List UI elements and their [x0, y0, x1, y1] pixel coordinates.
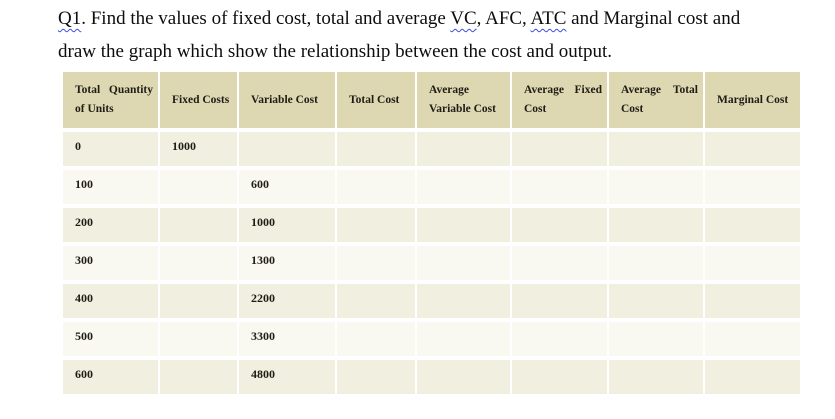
cell-total-cost-row-300 [337, 246, 415, 280]
cell-average-variable-cost-row-200 [417, 208, 510, 242]
cell-fixed-costs-row-100 [160, 170, 237, 204]
column-header-total-quantity-of-units: Total Quantity of Units [63, 72, 158, 128]
column-header-variable-cost: Variable Cost [239, 72, 335, 128]
cell-average-variable-cost-row-100 [417, 170, 510, 204]
column-header-average-total-cost: Average Total Cost [609, 72, 703, 128]
cell-total-cost-row-200 [337, 208, 415, 242]
header-row: Total Quantity of Units Fixed Costs Variabl… [63, 72, 800, 128]
column-header-fixed-costs: Fixed Costs [160, 72, 237, 128]
cost-table: Total Quantity of Units Fixed Costs Variabl… [61, 68, 802, 398]
cell-fixed-costs-row-0: 1000 [160, 132, 237, 166]
cell-variable-cost-row-400: 2200 [239, 284, 335, 318]
cell-average-total-cost-row-300 [609, 246, 703, 280]
cell-average-fixed-cost-row-100 [512, 170, 607, 204]
question-text-part: draw the graph which show the relationsh… [58, 41, 613, 62]
column-header-total-cost: Total Cost [337, 72, 415, 128]
table-row-0: 0 1000 [63, 132, 800, 166]
cell-marginal-cost-row-100 [705, 170, 800, 204]
spellcheck-squiggle-text: Q1 [58, 8, 82, 29]
question-text-part: . Find the values of fixed cost, total a… [81, 8, 451, 29]
cell-fixed-costs-row-200 [160, 208, 237, 242]
cell-total-cost-row-600 [337, 360, 415, 394]
question-text-part: , AFC, [476, 8, 531, 29]
table-row-500: 500 3300 [63, 322, 800, 356]
cell-fixed-costs-row-600 [160, 360, 237, 394]
cell-total-quantity-of-units-row-300: 300 [63, 246, 158, 280]
cell-average-fixed-cost-row-600 [512, 360, 607, 394]
table-row-600: 600 4800 [63, 360, 800, 394]
cell-average-fixed-cost-row-300 [512, 246, 607, 280]
table-row-400: 400 2200 [63, 284, 800, 318]
cell-total-cost-row-100 [337, 170, 415, 204]
cell-marginal-cost-row-0 [705, 132, 800, 166]
cell-marginal-cost-row-200 [705, 208, 800, 242]
cell-marginal-cost-row-300 [705, 246, 800, 280]
cell-variable-cost-row-100: 600 [239, 170, 335, 204]
cell-average-fixed-cost-row-200 [512, 208, 607, 242]
cell-average-variable-cost-row-0 [417, 132, 510, 166]
cell-variable-cost-row-300: 1300 [239, 246, 335, 280]
cell-total-quantity-of-units-row-100: 100 [63, 170, 158, 204]
cell-total-quantity-of-units-row-0: 0 [63, 132, 158, 166]
column-header-marginal-cost: Marginal Cost [705, 72, 800, 128]
cell-variable-cost-row-600: 4800 [239, 360, 335, 394]
cell-average-total-cost-row-100 [609, 170, 703, 204]
column-header-average-fixed-cost: Average Fixed Cost [512, 72, 607, 128]
cell-average-fixed-cost-row-0 [512, 132, 607, 166]
column-header-average-variable-cost: Average Variable Cost [417, 72, 510, 128]
cell-marginal-cost-row-600 [705, 360, 800, 394]
table-row-100: 100 600 [63, 170, 800, 204]
cell-total-quantity-of-units-row-200: 200 [63, 208, 158, 242]
cell-total-quantity-of-units-row-400: 400 [63, 284, 158, 318]
cell-variable-cost-row-500: 3300 [239, 322, 335, 356]
question-text: Q1. Find the values of fixed cost, total… [0, 0, 835, 68]
cell-average-total-cost-row-200 [609, 208, 703, 242]
cell-total-cost-row-500 [337, 322, 415, 356]
cell-fixed-costs-row-500 [160, 322, 237, 356]
cell-total-cost-row-0 [337, 132, 415, 166]
cell-average-fixed-cost-row-400 [512, 284, 607, 318]
cell-marginal-cost-row-400 [705, 284, 800, 318]
table-row-300: 300 1300 [63, 246, 800, 280]
cell-total-quantity-of-units-row-500: 500 [63, 322, 158, 356]
cell-variable-cost-row-0 [239, 132, 335, 166]
spellcheck-squiggle-text: ATC [530, 8, 567, 29]
cell-average-variable-cost-row-600 [417, 360, 510, 394]
cell-average-variable-cost-row-500 [417, 322, 510, 356]
cell-average-total-cost-row-400 [609, 284, 703, 318]
cell-marginal-cost-row-500 [705, 322, 800, 356]
cell-fixed-costs-row-400 [160, 284, 237, 318]
cell-total-quantity-of-units-row-600: 600 [63, 360, 158, 394]
cell-average-variable-cost-row-300 [417, 246, 510, 280]
table-row-200: 200 1000 [63, 208, 800, 242]
cell-average-total-cost-row-500 [609, 322, 703, 356]
cell-variable-cost-row-200: 1000 [239, 208, 335, 242]
cell-fixed-costs-row-300 [160, 246, 237, 280]
cell-total-cost-row-400 [337, 284, 415, 318]
cell-average-total-cost-row-600 [609, 360, 703, 394]
cell-average-fixed-cost-row-500 [512, 322, 607, 356]
spellcheck-squiggle-text: VC [450, 8, 477, 29]
cell-average-total-cost-row-0 [609, 132, 703, 166]
cell-average-variable-cost-row-400 [417, 284, 510, 318]
table-body: 0 1000 100 600 200 1000 300 1300 400 2200 500 3300 6… [63, 132, 800, 394]
question-text-part: and Marginal cost and [566, 8, 741, 29]
